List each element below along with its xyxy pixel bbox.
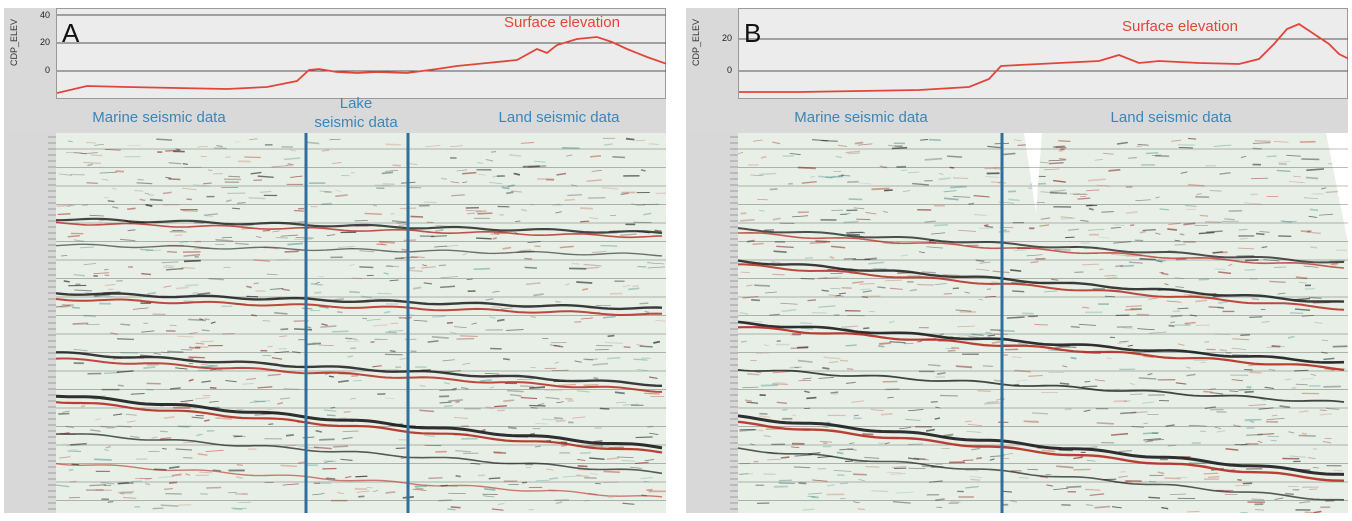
panel-a-surface-label: Surface elevation: [504, 14, 620, 31]
panel-b-tick-20: 20: [721, 33, 732, 43]
panel-a-grid: [56, 148, 666, 501]
panel-b-tick-0: 0: [726, 65, 732, 75]
panel-a-elevation-svg: [56, 14, 666, 94]
panel-a-reflectors: [55, 217, 663, 498]
panel-b-reflectors: [737, 227, 1345, 501]
panel-a-elevation-plot: [56, 8, 666, 99]
panel-b-region-land: Land seismic data: [1110, 109, 1232, 126]
panel-b-region-marine: Marine seismic data: [794, 109, 928, 126]
panel-a-region-land: Land seismic data: [498, 109, 620, 126]
panel-b-data-gap-edge: [1326, 133, 1348, 243]
panel-a-region-marine: Marine seismic data: [92, 109, 226, 126]
panel-b-seismic-section: [686, 133, 1348, 513]
panel-b-axis-label: CDP_ELEV: [691, 18, 701, 66]
panel-a-region-lake: Lake seismic data: [314, 95, 398, 131]
panel-a-elevation-line: [56, 36, 666, 94]
panel-a-axis-label: CDP_ELEV: [9, 18, 19, 66]
panel-a: CDP_ELEV 40 20 0 A Surface elevation Mar…: [4, 8, 666, 513]
panel-a-tick-40: 40: [39, 10, 50, 20]
panel-b-elevation-svg: [739, 22, 1348, 93]
panel-b-data-gap: [1024, 133, 1042, 213]
panel-b-elevation-line: [739, 22, 1348, 93]
panel-b-letter: B: [744, 18, 762, 48]
panel-a-depth-ruler: [48, 136, 56, 510]
panel-a-tick-0: 0: [44, 65, 50, 75]
panel-a-seismic-section: [4, 133, 666, 513]
panel-a-letter: A: [62, 18, 80, 48]
panel-b-depth-ruler: [730, 136, 738, 510]
panel-b-surface-label: Surface elevation: [1122, 18, 1238, 35]
panel-a-tick-20: 20: [39, 37, 50, 47]
panel-b-elevation-plot: [738, 8, 1348, 99]
panel-b-grid: [738, 148, 1348, 501]
panel-b: CDP_ELEV 20 0 B Surface elevation Marine…: [686, 8, 1348, 513]
